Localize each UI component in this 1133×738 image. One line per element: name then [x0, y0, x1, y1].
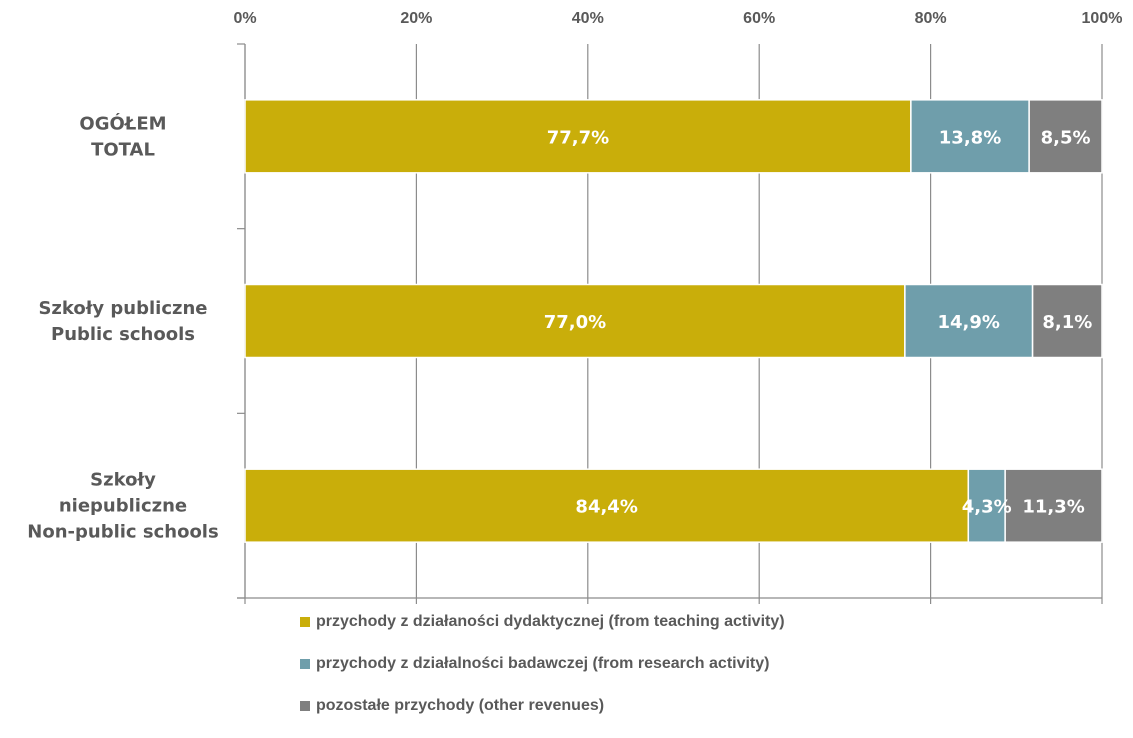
legend-label-research: przychody z działalności badawczej (from… [316, 655, 770, 672]
data-label: 8,5% [1041, 127, 1091, 148]
category-label-line: Public schools [51, 324, 195, 345]
data-label: 8,1% [1042, 312, 1092, 333]
category-label-line: Szkoły [90, 470, 156, 491]
bar-segment [1028, 99, 1103, 174]
data-label: 14,9% [938, 312, 1000, 333]
bar-segment [910, 99, 1030, 174]
legend-label-teaching: przychody z działaności dydaktycznej (fr… [316, 613, 785, 630]
x-tick-label: 80% [915, 10, 947, 27]
x-tick-label: 0% [233, 10, 256, 27]
category-label: Szkoły publiczne Public schools [38, 298, 207, 345]
bar-segment [967, 468, 1006, 543]
x-tick-label: 100% [1082, 10, 1123, 27]
data-label: 13,8% [939, 127, 1001, 148]
category-label: Szkoły niepubliczne Non-public schools [27, 470, 218, 543]
legend-swatch-other [300, 701, 310, 711]
x-tick-label: 60% [743, 10, 775, 27]
legend-item-teaching: przychody z działaności dydaktycznej (fr… [300, 612, 1060, 632]
x-tick-label: 40% [572, 10, 604, 27]
category-label-line: Szkoły publiczne [38, 298, 207, 319]
legend-swatch-research [300, 659, 310, 669]
bar-segment [1004, 468, 1103, 543]
data-label: 84,4% [575, 497, 637, 518]
category-label-line: OGÓŁEM [79, 112, 166, 134]
category-label-line: TOTAL [91, 139, 155, 160]
x-tick-label: 20% [400, 10, 432, 27]
bar-segment [904, 283, 1034, 359]
data-label: 11,3% [1022, 497, 1084, 518]
category-label-line: Non-public schools [27, 522, 218, 543]
bar-segment [244, 99, 912, 174]
legend-swatch-teaching [300, 617, 310, 627]
legend-item-other: pozostałe przychody (other revenues) [300, 696, 1060, 716]
legend: przychody z działaności dydaktycznej (fr… [300, 612, 1060, 738]
data-label: 77,7% [547, 127, 609, 148]
bar-segment [1031, 283, 1103, 359]
data-label: 4,3% [962, 497, 1012, 518]
bar-segment [244, 468, 970, 543]
category-label: OGÓŁEM TOTAL [79, 112, 166, 160]
labels: 77,7% 13,8% 8,5% OGÓŁEM TOTAL 77,0% 14,9% 8,1% S… [27, 112, 1092, 542]
stacked-bar-chart: 0% 20% 40% 60% 80% 100% 77,7% 13,8% 8,5% OGÓŁEM T… [27, 10, 1123, 604]
bars [244, 99, 1103, 543]
bar-segment [244, 283, 906, 359]
legend-label-other: pozostałe przychody (other revenues) [316, 697, 605, 714]
data-label: 77,0% [544, 312, 606, 333]
legend-item-research: przychody z działalności badawczej (from… [300, 654, 1060, 674]
category-label-line: niepubliczne [59, 496, 187, 517]
